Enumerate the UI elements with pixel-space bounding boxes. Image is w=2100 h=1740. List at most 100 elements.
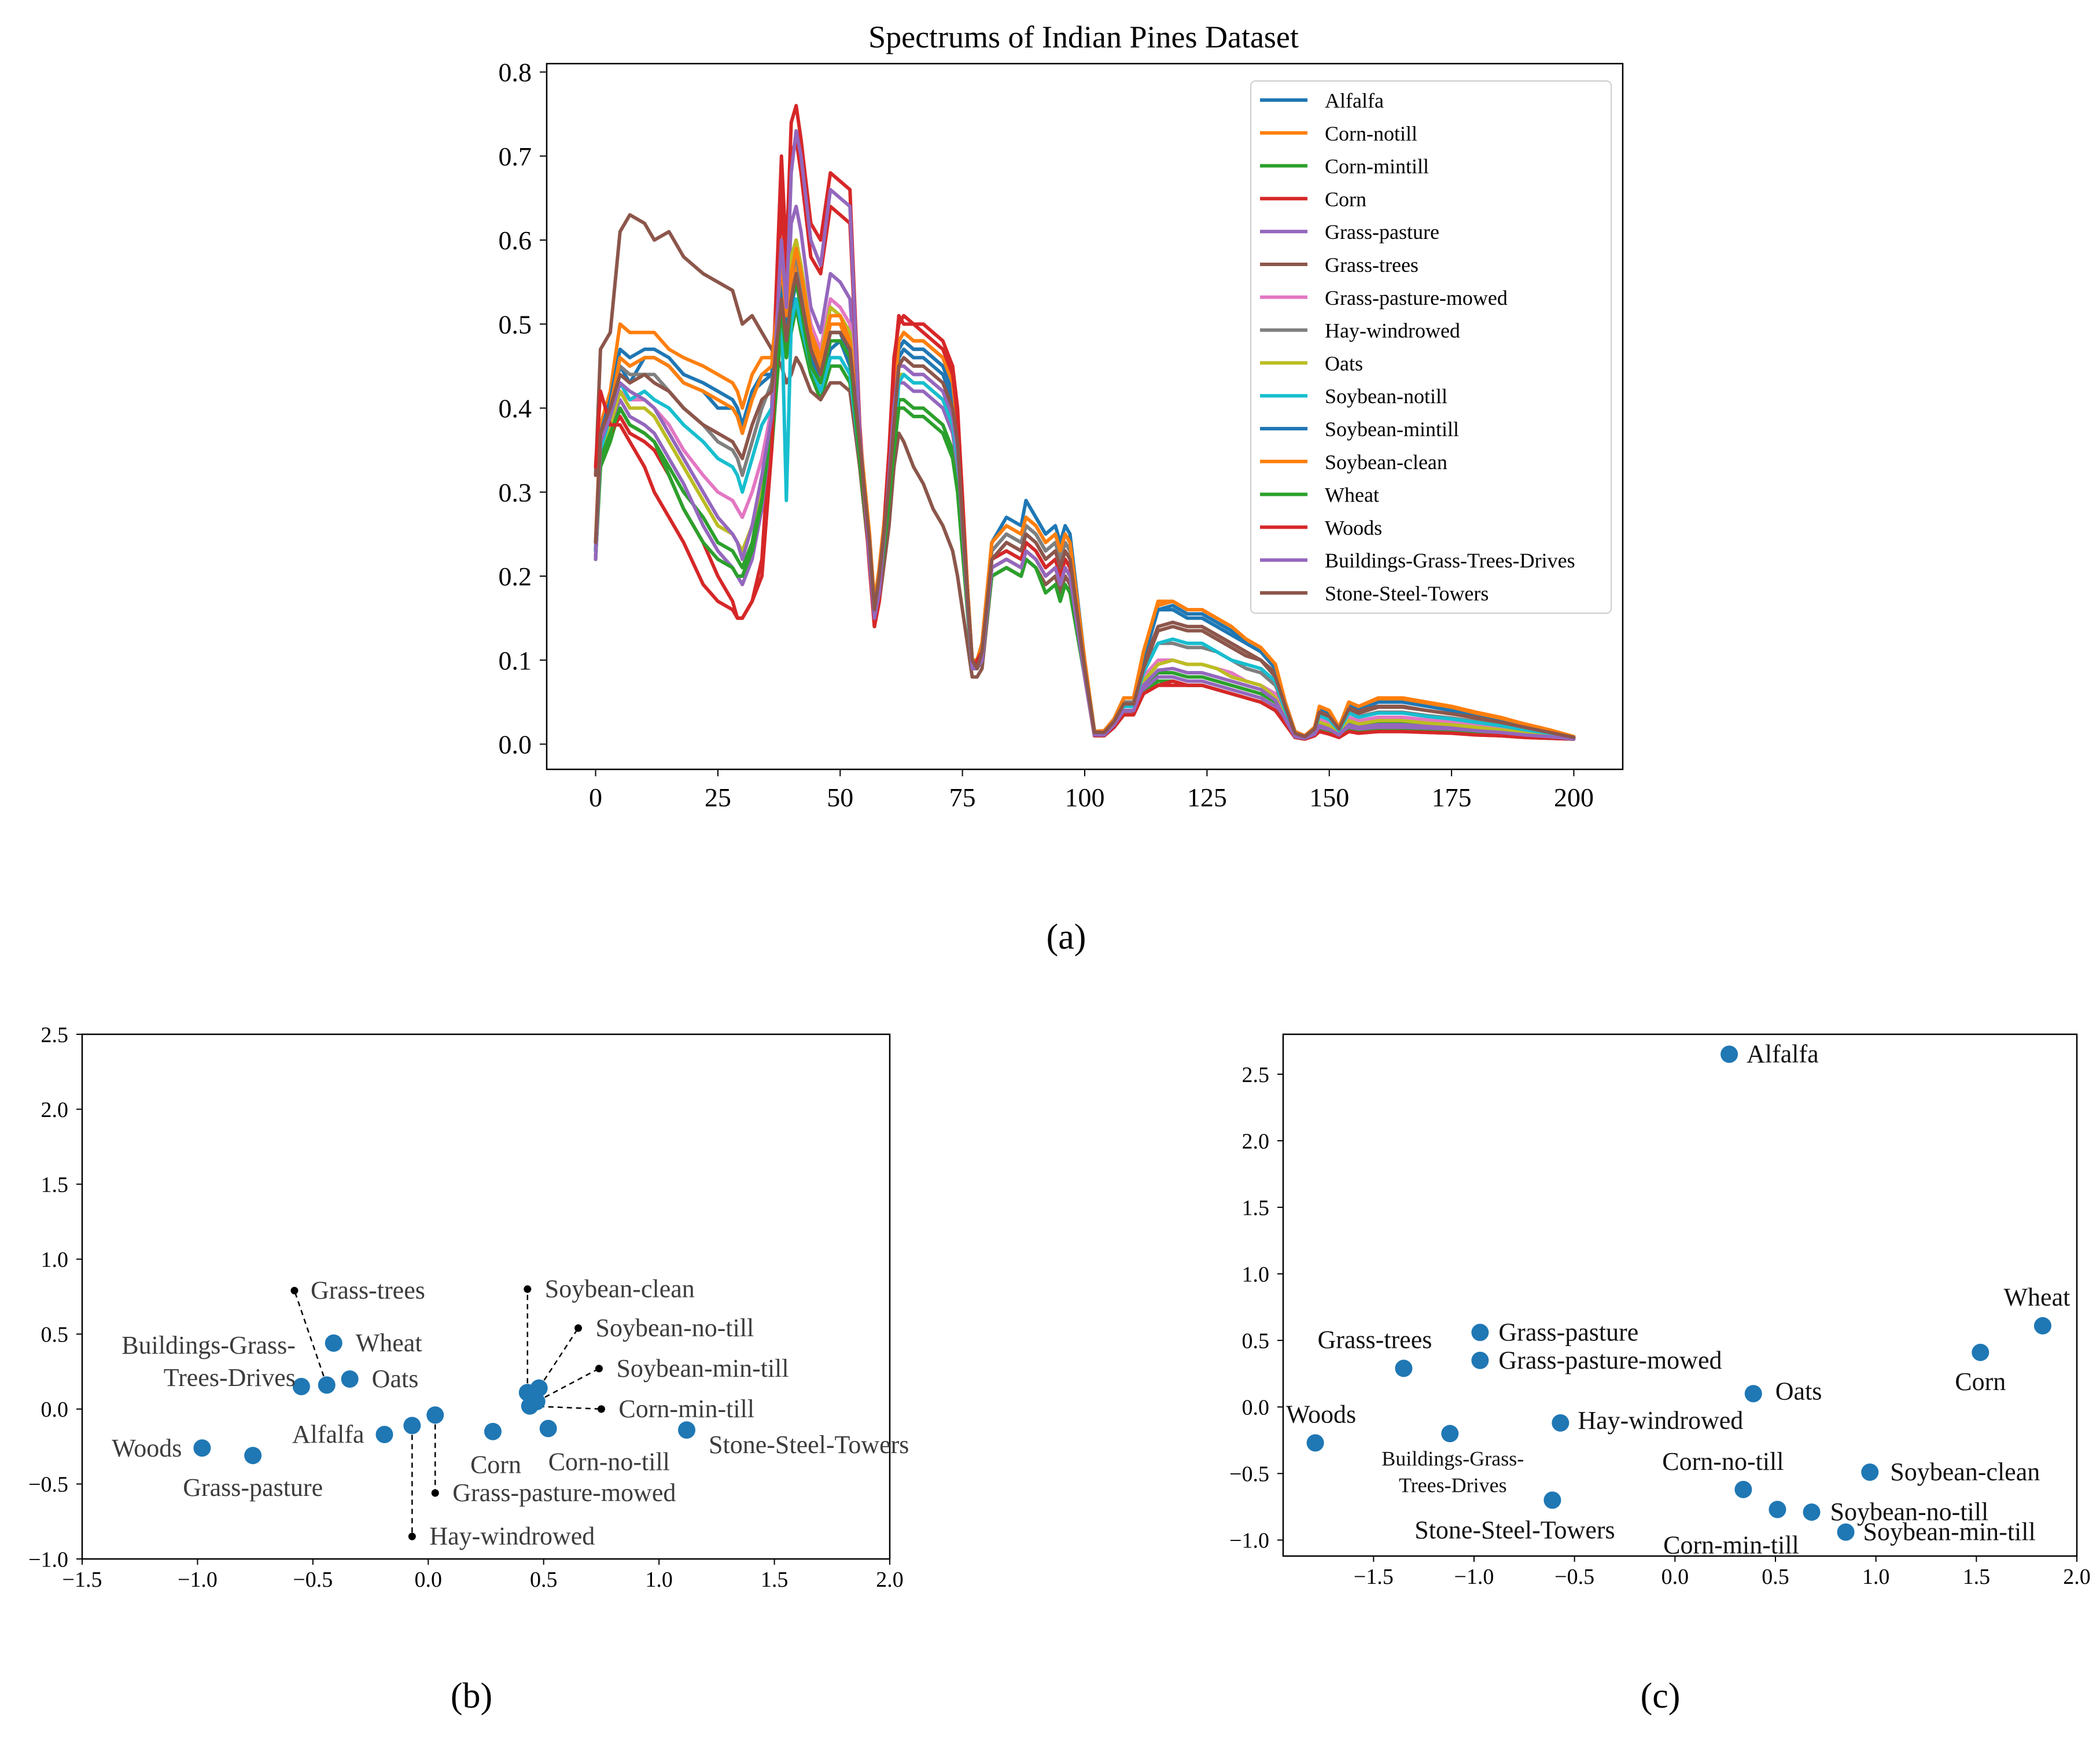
chart-b-label-stone-steel-towers: Stone-Steel-Towers — [709, 1431, 909, 1459]
chart-b-label-corn: Corn — [470, 1451, 521, 1479]
chart-a-x-tick-label: 200 — [1554, 783, 1594, 812]
chart-c-x-tick-label: −1.0 — [1454, 1565, 1494, 1589]
legend-label-oats: Oats — [1325, 352, 1363, 375]
chart-c-x-tick-label: −0.5 — [1554, 1565, 1594, 1589]
series-line-buildings-grass-trees-drives — [594, 129, 1576, 741]
chart-c-point-grass-trees — [1395, 1359, 1413, 1377]
chart-a-x-tick-label: 125 — [1187, 783, 1227, 812]
chart-b-label-line: Soybean-min-till — [616, 1354, 789, 1383]
chart-b-label-grass-pasture-mowed: Grass-pasture-mowed — [452, 1479, 676, 1507]
legend-label-grass-pasture: Grass-pasture — [1325, 220, 1439, 244]
chart-b-leader-soybean-min-till — [536, 1367, 600, 1403]
chart-c-label-grass-trees: Grass-trees — [1317, 1326, 1432, 1354]
legend-label-wheat: Wheat — [1325, 484, 1379, 507]
chart-c-point-grass-pasture-mowed — [1471, 1351, 1489, 1369]
chart-a-x-tick-label: 50 — [827, 783, 853, 812]
chart-b-point-grass-pasture — [244, 1447, 262, 1465]
legend-label-soybean-clean: Soybean-clean — [1325, 451, 1447, 474]
chart-c-y-tick-label: 1.0 — [1242, 1262, 1270, 1286]
chart-c-label-alfalfa: Alfalfa — [1747, 1040, 1819, 1068]
chart-a-title: Spectrums of Indian Pines Dataset — [868, 20, 1299, 54]
chart-c-label-line: Trees-Drives — [1399, 1473, 1507, 1496]
chart-c-x-tick-label: 2.0 — [2063, 1565, 2091, 1589]
legend-label-hay-windrowed: Hay-windrowed — [1325, 319, 1460, 342]
chart-b-x-tick-label: 0.0 — [415, 1568, 443, 1592]
chart-b-label-oats: Oats — [372, 1365, 419, 1393]
chart-c-label-soybean-clean: Soybean-clean — [1890, 1458, 2040, 1486]
subfigure-label-b: (b) — [451, 1676, 492, 1716]
chart-b-label-line: Soybean-no-till — [596, 1314, 754, 1342]
chart-b-x-tick-label: −0.5 — [293, 1568, 333, 1592]
legend-label-corn-notill: Corn-notill — [1325, 122, 1417, 145]
chart-c-point-woods — [1306, 1434, 1324, 1452]
chart-c-label-grass-pasture: Grass-pasture — [1498, 1318, 1638, 1346]
chart-c-point-wheat — [2033, 1317, 2051, 1335]
chart-a-y-tick-label: 0.4 — [499, 394, 532, 423]
legend-label-grass-pasture-mowed: Grass-pasture-mowed — [1325, 286, 1508, 309]
chart-b-label-line: Grass-trees — [311, 1276, 425, 1304]
chart-b-point-oats — [341, 1370, 359, 1388]
chart-b-label-hay-windrowed: Hay-windrowed — [429, 1522, 595, 1550]
chart-a-x-tick-label: 0 — [589, 783, 602, 812]
chart-c-point-corn-no-till — [1734, 1480, 1752, 1498]
chart-c-label-woods: Woods — [1286, 1400, 1356, 1428]
chart-b-y-tick-label: 2.5 — [41, 1023, 69, 1047]
chart-b-leader-dot-soybean-no-till — [574, 1324, 583, 1332]
chart-c-label-corn-min-till: Corn-min-till — [1663, 1531, 1799, 1559]
legend-label-soybean-notill: Soybean-notill — [1325, 385, 1447, 408]
chart-c-label-line: Buildings-Grass- — [1381, 1447, 1524, 1470]
chart-b-label-line: Corn-min-till — [618, 1395, 754, 1423]
chart-b-leader-soybean-no-till — [538, 1328, 579, 1389]
chart-c-label-buildings-grass-trees-drives: Buildings-Grass- Trees-Drives — [1381, 1447, 1524, 1496]
chart-c-label-hay-windrowed: Hay-windrowed — [1578, 1406, 1743, 1435]
legend-label-soybean-mintill: Soybean-mintill — [1325, 418, 1459, 441]
chart-a-legend: Alfalfa Corn-notill Corn-mintill Corn Grass-… — [1250, 80, 1612, 614]
chart-c-y-tick-label: −0.5 — [1229, 1462, 1269, 1487]
chart-b-label-line: Grass-pasture-mowed — [452, 1479, 676, 1507]
chart-b-y-tick-label: 2.0 — [41, 1098, 69, 1122]
legend-label-buildings-grass-trees-drives: Buildings-Grass-Trees-Drives — [1325, 549, 1575, 572]
chart-b-label-wheat: Wheat — [356, 1329, 422, 1357]
chart-a-legend-box — [1250, 80, 1612, 614]
legend-label-corn: Corn — [1325, 187, 1366, 211]
chart-c-label-line: Grass-pasture-mowed — [1498, 1346, 1722, 1374]
chart-c-y-tick-label: 2.0 — [1242, 1129, 1270, 1153]
panel-a-spectrum-chart: Spectrums of Indian Pines Dataset 0 25 50 7… — [499, 20, 1624, 957]
chart-b-leader-dot-grass-trees — [290, 1286, 299, 1295]
chart-c-label-line: Grass-trees — [1317, 1326, 1432, 1354]
chart-b-leader-dot-grass-pasture-mowed — [431, 1489, 439, 1497]
chart-c-label-line: Soybean-clean — [1890, 1458, 2040, 1486]
chart-b-point-corn — [484, 1422, 502, 1440]
chart-b-label-line: Grass-pasture — [183, 1473, 323, 1502]
chart-a-y-tick-label: 0.6 — [499, 226, 532, 255]
chart-b-label-corn-min-till: Corn-min-till — [618, 1395, 754, 1423]
chart-b-label-corn-no-till: Corn-no-till — [548, 1448, 670, 1476]
chart-c-label-corn: Corn — [1955, 1367, 2006, 1396]
chart-b-x-tick-label: 2.0 — [876, 1568, 904, 1592]
chart-b-y-tick-label: 1.5 — [41, 1173, 69, 1197]
chart-b-label-soybean-clean: Soybean-clean — [545, 1275, 695, 1303]
chart-b-y-tick-label: −0.5 — [28, 1473, 68, 1497]
chart-b-leader-dot-soybean-min-till — [595, 1365, 603, 1373]
chart-b-point-hay-windrowed — [403, 1417, 421, 1435]
chart-c-label-line: Corn-min-till — [1663, 1531, 1799, 1559]
chart-b-label-line: Wheat — [356, 1329, 422, 1357]
chart-b-x-tick-label: 1.5 — [761, 1568, 789, 1592]
chart-c-point-alfalfa — [1720, 1045, 1738, 1063]
chart-b-label-soybean-no-till: Soybean-no-till — [596, 1314, 754, 1342]
chart-b-point-alfalfa — [375, 1425, 393, 1443]
chart-c-y-tick-label: −1.0 — [1229, 1529, 1269, 1553]
legend-label-grass-trees: Grass-trees — [1325, 253, 1419, 277]
chart-c-point-oats — [1744, 1385, 1762, 1403]
chart-b-leader-grass-trees — [293, 1290, 327, 1385]
chart-b-leader-dot-soybean-clean — [524, 1285, 532, 1293]
chart-c-point-corn — [1972, 1343, 1990, 1361]
chart-c-label-line: Corn-no-till — [1662, 1447, 1784, 1476]
chart-c-point-soybean-no-till — [1803, 1503, 1821, 1521]
chart-c-point-soybean-min-till — [1837, 1523, 1855, 1541]
legend-label-alfalfa: Alfalfa — [1325, 89, 1384, 112]
chart-a-y-tick-label: 0.1 — [499, 646, 532, 675]
chart-b-label-soybean-min-till: Soybean-min-till — [616, 1354, 789, 1383]
chart-b-label-line: Oats — [372, 1365, 419, 1393]
